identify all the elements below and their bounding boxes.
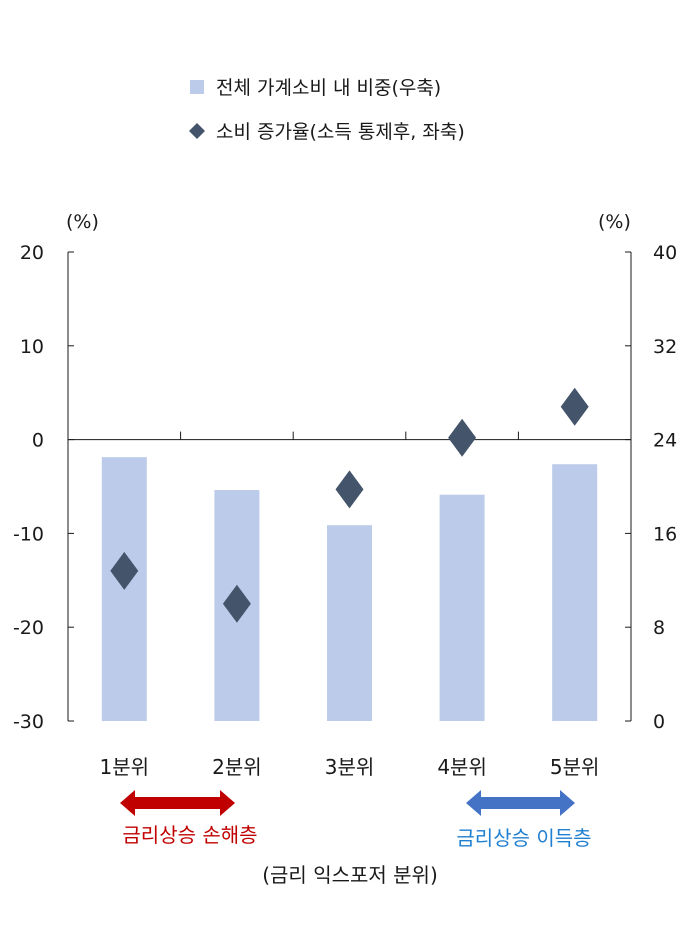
diamond-marker-4 xyxy=(448,418,477,457)
diamond-marker-2 xyxy=(222,584,251,623)
bar-3 xyxy=(327,525,372,721)
right-tick-label: 0 xyxy=(653,711,665,733)
category-label: 1분위 xyxy=(100,755,150,779)
left-tick-label: 10 xyxy=(20,336,44,358)
legend-label-diamond: 소비 증가율(소득 통제후, 좌축) xyxy=(216,121,465,143)
gain-annotation: 금리상승 이득층 xyxy=(456,826,591,850)
annotations: 금리상승 손해층 금리상승 이득층 xyxy=(120,790,592,850)
legend-label-bar: 전체 가계소비 내 비중(우축) xyxy=(216,77,441,99)
right-tick-label: 24 xyxy=(653,430,677,452)
legend-swatch-bar xyxy=(190,80,204,94)
legend-swatch-diamond xyxy=(189,123,205,139)
bar-4 xyxy=(439,494,485,721)
category-label: 4분위 xyxy=(437,755,487,779)
markers-layer xyxy=(110,387,589,623)
left-tick-label: -20 xyxy=(13,617,44,639)
legend: 전체 가계소비 내 비중(우축) 소비 증가율(소득 통제후, 좌축) xyxy=(189,77,465,143)
left-tick-label: -30 xyxy=(13,711,44,733)
x-axis-title: (금리 익스포저 분위) xyxy=(262,863,438,887)
gain-arrow xyxy=(466,790,575,816)
right-tick-label: 8 xyxy=(653,617,665,639)
right-tick-label: 40 xyxy=(653,242,677,264)
bar-5 xyxy=(552,464,598,721)
diamond-marker-3 xyxy=(335,470,364,509)
loss-annotation: 금리상승 손해층 xyxy=(122,823,257,847)
axes-layer xyxy=(67,251,632,722)
loss-arrow xyxy=(120,790,235,816)
left-tick-label: 20 xyxy=(20,242,44,264)
right-tick-label: 32 xyxy=(653,336,677,358)
left-axis-unit: (%) xyxy=(66,211,99,233)
left-tick-label: -10 xyxy=(13,523,44,545)
left-tick-label: 0 xyxy=(32,430,44,452)
category-label: 3분위 xyxy=(325,755,375,779)
category-label: 5분위 xyxy=(550,755,600,779)
right-axis-unit: (%) xyxy=(598,211,631,233)
labels-layer: 20 10 0 -10 -20 -30 40 32 24 16 8 0 1분위 2분위 3분위 4분위 5분위 xyxy=(13,242,677,779)
right-tick-label: 16 xyxy=(653,523,677,545)
diamond-marker-5 xyxy=(560,387,589,426)
category-label: 2분위 xyxy=(212,755,262,779)
diamond-marker-1 xyxy=(110,551,139,590)
